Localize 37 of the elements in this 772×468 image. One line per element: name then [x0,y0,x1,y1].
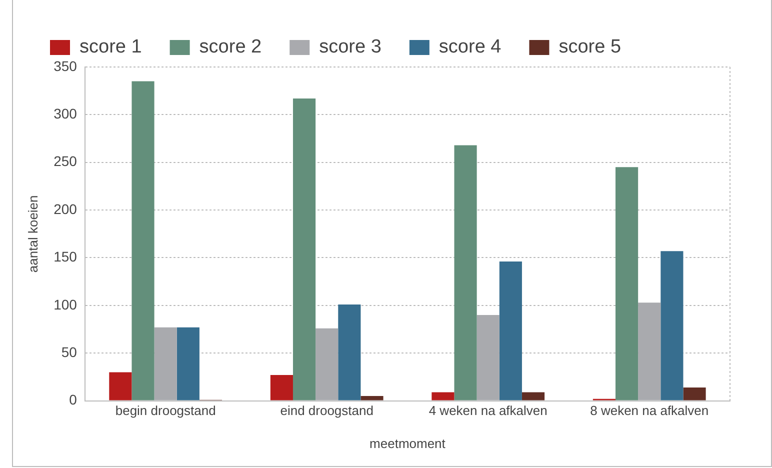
bar [132,81,154,400]
bar [316,328,338,400]
y-tick-label: 0 [69,392,78,408]
bar [499,262,522,400]
legend-label: score 1 [80,36,142,58]
y-tick-label: 200 [54,200,78,217]
legend-label: score 2 [199,36,262,58]
y-tick-label: 150 [54,248,78,265]
y-tick-label: 250 [54,153,78,170]
bar [683,387,706,400]
bar [360,396,384,400]
y-axis-title: aantal koeien [25,195,40,273]
bar [522,392,545,400]
bar [454,145,477,400]
bar [432,392,454,400]
legend-label: score 4 [438,36,502,58]
y-tick-label: 100 [54,296,78,312]
bar [292,98,316,400]
x-tick-label: 4 weken na afkalven [428,403,548,418]
bar [270,375,293,400]
legend-label: score 3 [319,36,382,58]
bar [638,302,661,400]
bar [338,304,361,400]
bar [616,167,638,400]
y-tick-label: 300 [54,106,78,122]
bar [154,327,177,400]
bar [660,251,684,400]
x-tick-label: 8 weken na afkalven [590,403,709,418]
x-axis-title: meetmoment [370,436,446,451]
x-tick-label: eind droogstand [280,403,374,418]
bar [476,314,500,400]
legend-label: score 5 [558,36,622,58]
y-tick-label: 350 [54,58,78,74]
bar [176,327,200,400]
y-tick-label: 50 [61,344,78,360]
x-tick-label: begin droogstand [115,403,216,418]
bar [109,372,132,400]
